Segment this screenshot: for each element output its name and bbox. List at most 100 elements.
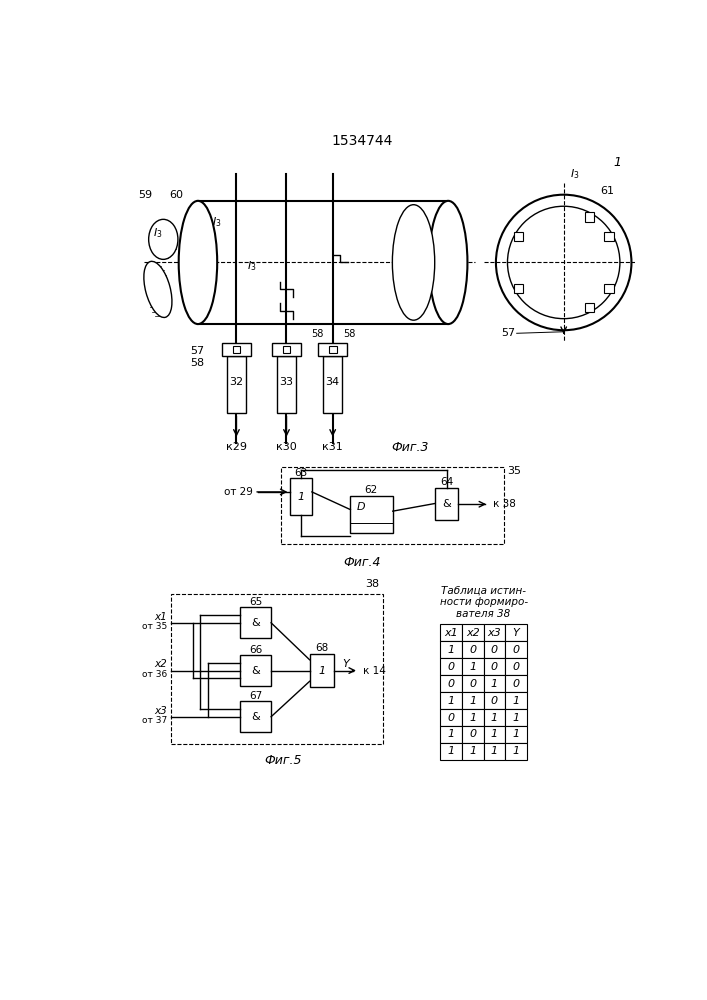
Bar	[440, 675, 462, 692]
Text: 0: 0	[469, 645, 477, 655]
Circle shape	[496, 195, 631, 330]
Bar	[484, 709, 506, 726]
Bar	[506, 658, 527, 675]
Text: 1: 1	[469, 662, 477, 672]
Text: 32: 32	[229, 377, 243, 387]
Text: к 38: к 38	[493, 499, 515, 509]
Text: &: &	[251, 666, 260, 676]
Bar	[462, 692, 484, 709]
Text: 0: 0	[448, 713, 455, 723]
Text: 58: 58	[190, 358, 204, 368]
Circle shape	[508, 206, 620, 319]
Bar	[484, 692, 506, 709]
Text: 1: 1	[513, 746, 520, 756]
Bar	[604, 232, 614, 241]
Bar	[240, 655, 271, 686]
Text: х2: х2	[466, 628, 480, 638]
Bar	[484, 726, 506, 743]
Text: 0: 0	[469, 729, 477, 739]
Text: 66: 66	[249, 645, 262, 655]
Text: 1: 1	[448, 696, 455, 706]
Bar	[585, 212, 595, 222]
Bar	[440, 726, 462, 743]
Text: Фиг.4: Фиг.4	[343, 556, 380, 569]
Text: $I_3$: $I_3$	[571, 167, 580, 181]
Text: 1: 1	[491, 729, 498, 739]
Bar	[233, 346, 240, 353]
Bar	[440, 709, 462, 726]
Ellipse shape	[429, 201, 467, 324]
Ellipse shape	[148, 219, 178, 259]
Bar	[240, 701, 271, 732]
Text: 0: 0	[513, 662, 520, 672]
Text: Таблица истин-
ности формиро-
вателя 38: Таблица истин- ности формиро- вателя 38	[440, 586, 527, 619]
Text: х1: х1	[445, 628, 458, 638]
Text: от 36: от 36	[142, 670, 167, 679]
Text: 59: 59	[139, 190, 153, 200]
Text: $I_3$: $I_3$	[247, 259, 257, 273]
Bar	[281, 466, 504, 544]
Text: 1534744: 1534744	[332, 134, 392, 148]
Text: 0: 0	[448, 679, 455, 689]
Text: 1: 1	[448, 746, 455, 756]
Text: 1: 1	[448, 645, 455, 655]
Text: Фиг.5: Фиг.5	[264, 754, 301, 767]
Text: к31: к31	[322, 442, 343, 452]
Bar	[324, 356, 342, 413]
Text: 58: 58	[344, 329, 356, 339]
Text: 67: 67	[249, 691, 262, 701]
Text: 64: 64	[440, 477, 453, 487]
Bar	[462, 624, 484, 641]
Text: 1: 1	[491, 713, 498, 723]
Bar	[484, 743, 506, 760]
Bar	[506, 743, 527, 760]
Text: к29: к29	[226, 442, 247, 452]
Text: 1: 1	[469, 746, 477, 756]
Text: 62: 62	[365, 485, 378, 495]
Bar	[506, 692, 527, 709]
Text: Фиг.3: Фиг.3	[391, 441, 428, 454]
Text: 0: 0	[491, 696, 498, 706]
Text: 1: 1	[469, 696, 477, 706]
Bar	[484, 624, 506, 641]
Text: &: &	[443, 499, 451, 509]
Bar	[272, 343, 301, 356]
Bar	[440, 743, 462, 760]
Bar	[462, 675, 484, 692]
Text: 1: 1	[469, 713, 477, 723]
Ellipse shape	[144, 261, 172, 317]
Text: 0: 0	[448, 662, 455, 672]
Text: 0: 0	[513, 645, 520, 655]
Text: Y: Y	[342, 659, 349, 669]
Text: 61: 61	[600, 186, 614, 196]
Bar	[506, 641, 527, 658]
Text: 0: 0	[469, 679, 477, 689]
Text: от 29: от 29	[223, 487, 252, 497]
Text: 57: 57	[501, 328, 515, 338]
Text: 57: 57	[190, 346, 204, 356]
Text: к 14: к 14	[363, 666, 386, 676]
Bar	[506, 709, 527, 726]
Bar	[506, 726, 527, 743]
Text: 58: 58	[311, 329, 324, 339]
Text: 1: 1	[513, 713, 520, 723]
Text: x3: x3	[154, 706, 167, 716]
Bar	[440, 641, 462, 658]
Text: $I_3$: $I_3$	[212, 216, 222, 229]
Bar	[462, 641, 484, 658]
Text: 65: 65	[249, 597, 262, 607]
Text: от 37: от 37	[142, 716, 167, 725]
Bar	[310, 654, 334, 687]
Text: $I_3$: $I_3$	[153, 226, 163, 240]
Bar	[283, 346, 291, 353]
Bar	[462, 709, 484, 726]
Text: 1: 1	[614, 156, 621, 169]
Bar	[604, 284, 614, 293]
Text: 38: 38	[365, 579, 379, 589]
Text: 63: 63	[295, 468, 308, 478]
Bar	[277, 356, 296, 413]
Text: Y: Y	[513, 628, 520, 638]
Bar	[171, 594, 382, 744]
Bar	[435, 488, 458, 520]
Ellipse shape	[179, 201, 217, 324]
